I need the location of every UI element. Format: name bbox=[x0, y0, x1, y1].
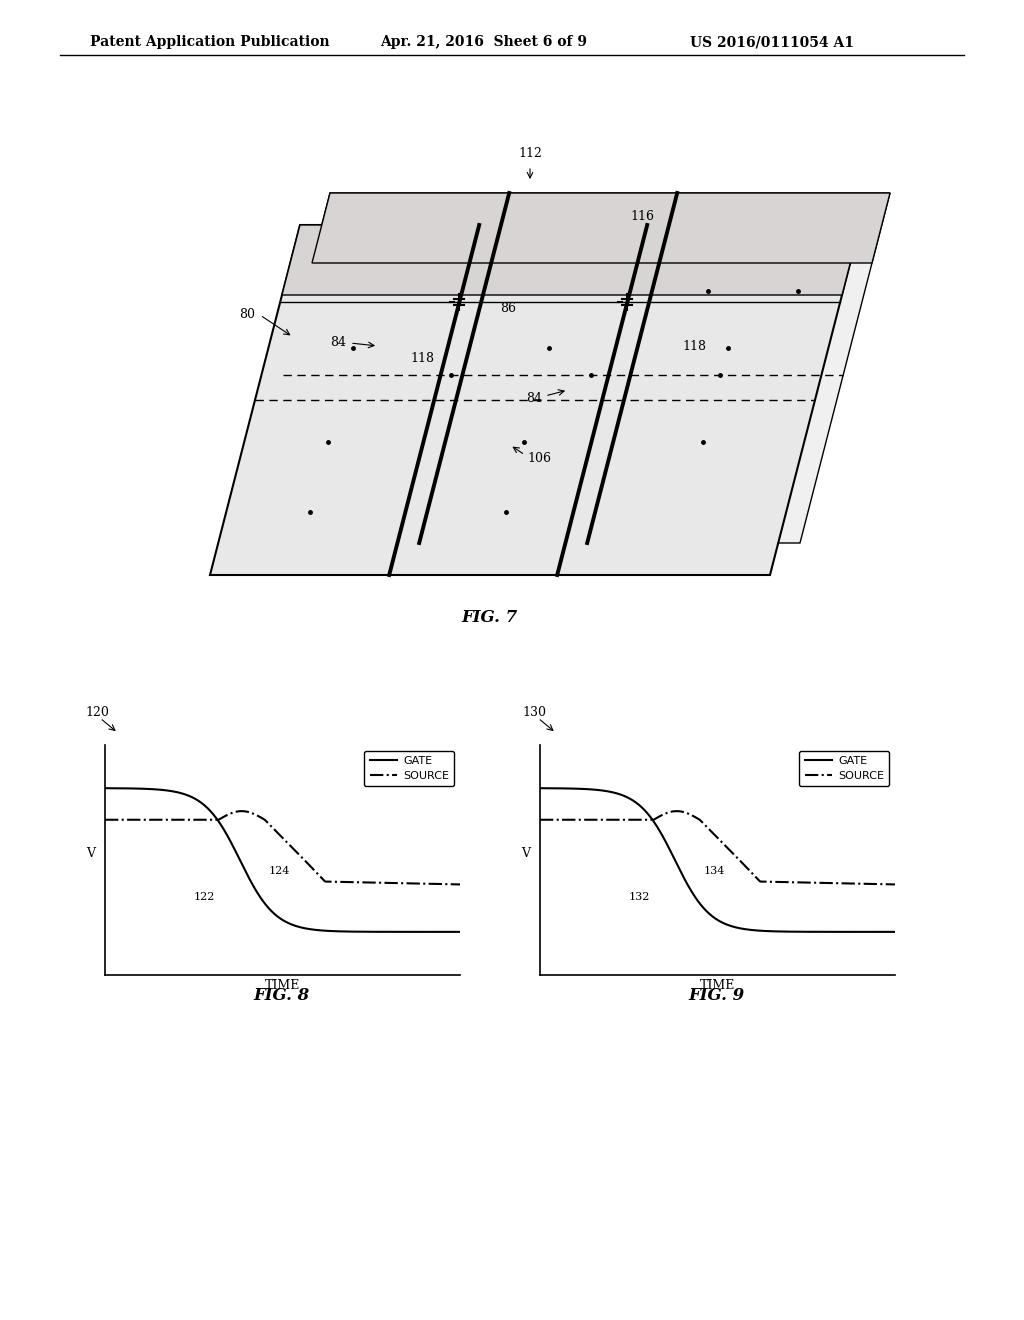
GATE bbox=[705, 907, 717, 923]
Polygon shape bbox=[282, 224, 860, 294]
SOURCE bbox=[671, 803, 683, 818]
SOURCE bbox=[454, 876, 466, 892]
GATE bbox=[824, 924, 837, 940]
SOURCE bbox=[881, 876, 893, 892]
SOURCE bbox=[311, 865, 324, 880]
SOURCE bbox=[446, 876, 459, 892]
GATE bbox=[269, 907, 282, 923]
SOURCE bbox=[292, 845, 304, 861]
SOURCE bbox=[99, 812, 112, 828]
Text: FIG. 7: FIG. 7 bbox=[462, 610, 518, 627]
Polygon shape bbox=[312, 193, 890, 263]
GATE bbox=[534, 780, 546, 796]
Y-axis label: V: V bbox=[87, 847, 95, 861]
Text: 86: 86 bbox=[500, 301, 516, 314]
SOURCE bbox=[268, 821, 281, 837]
Text: 124: 124 bbox=[268, 866, 290, 876]
Text: FIG. 8: FIG. 8 bbox=[254, 986, 310, 1003]
X-axis label: TIME: TIME bbox=[699, 979, 735, 993]
SOURCE bbox=[534, 812, 546, 828]
GATE bbox=[745, 923, 758, 939]
Legend: GATE, SOURCE: GATE, SOURCE bbox=[364, 751, 455, 787]
Text: Patent Application Publication: Patent Application Publication bbox=[90, 36, 330, 49]
Text: 106: 106 bbox=[527, 451, 551, 465]
Text: 118: 118 bbox=[682, 341, 706, 354]
GATE bbox=[390, 924, 402, 940]
GATE bbox=[445, 924, 458, 940]
Text: Apr. 21, 2016  Sheet 6 of 9: Apr. 21, 2016 Sheet 6 of 9 bbox=[380, 36, 587, 49]
SOURCE bbox=[706, 824, 718, 840]
SOURCE bbox=[727, 845, 739, 861]
Text: 84: 84 bbox=[526, 392, 542, 404]
Text: 112: 112 bbox=[518, 147, 542, 160]
Text: 80: 80 bbox=[239, 309, 255, 322]
Y-axis label: V: V bbox=[521, 847, 530, 861]
GATE bbox=[267, 906, 280, 921]
Text: 134: 134 bbox=[703, 866, 725, 876]
Text: 130: 130 bbox=[522, 705, 546, 718]
Text: 116: 116 bbox=[630, 210, 654, 223]
SOURCE bbox=[703, 821, 716, 837]
Line: SOURCE: SOURCE bbox=[105, 810, 460, 884]
X-axis label: TIME: TIME bbox=[265, 979, 300, 993]
GATE bbox=[99, 780, 112, 796]
GATE bbox=[726, 919, 738, 935]
Line: SOURCE: SOURCE bbox=[540, 810, 895, 884]
Line: GATE: GATE bbox=[540, 788, 895, 932]
GATE bbox=[291, 919, 303, 935]
Text: US 2016/0111054 A1: US 2016/0111054 A1 bbox=[690, 36, 854, 49]
GATE bbox=[881, 924, 893, 940]
Legend: GATE, SOURCE: GATE, SOURCE bbox=[799, 751, 890, 787]
Text: 118: 118 bbox=[410, 352, 434, 366]
SOURCE bbox=[236, 803, 248, 818]
GATE bbox=[454, 924, 466, 940]
Text: 120: 120 bbox=[85, 705, 109, 718]
Polygon shape bbox=[210, 224, 860, 576]
Text: FIG. 9: FIG. 9 bbox=[689, 986, 745, 1003]
SOURCE bbox=[745, 865, 758, 880]
GATE bbox=[889, 924, 901, 940]
Line: GATE: GATE bbox=[105, 788, 460, 932]
Text: 122: 122 bbox=[194, 892, 215, 903]
GATE bbox=[702, 906, 715, 921]
SOURCE bbox=[825, 875, 838, 891]
SOURCE bbox=[889, 876, 901, 892]
SOURCE bbox=[390, 875, 402, 891]
GATE bbox=[310, 923, 323, 939]
Text: 84: 84 bbox=[330, 337, 346, 350]
SOURCE bbox=[270, 824, 283, 840]
Text: 132: 132 bbox=[629, 892, 650, 903]
Polygon shape bbox=[240, 193, 890, 543]
